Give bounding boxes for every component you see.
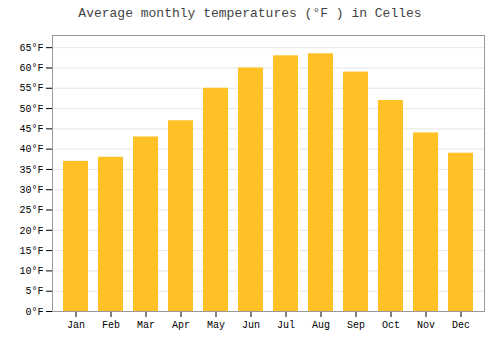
svg-text:Jul: Jul — [277, 320, 295, 331]
svg-text:30°F: 30°F — [19, 185, 43, 196]
svg-text:35°F: 35°F — [19, 165, 43, 176]
svg-text:Jun: Jun — [242, 320, 260, 331]
svg-text:45°F: 45°F — [19, 124, 43, 135]
svg-text:25°F: 25°F — [19, 205, 43, 216]
svg-text:Sep: Sep — [347, 320, 365, 331]
svg-text:5°F: 5°F — [25, 286, 43, 297]
svg-text:55°F: 55°F — [19, 83, 43, 94]
svg-text:Mar: Mar — [137, 320, 155, 331]
svg-text:Apr: Apr — [172, 320, 190, 331]
svg-text:15°F: 15°F — [19, 246, 43, 257]
svg-text:Jan: Jan — [67, 320, 85, 331]
svg-text:40°F: 40°F — [19, 144, 43, 155]
svg-text:65°F: 65°F — [19, 43, 43, 54]
svg-text:Dec: Dec — [452, 320, 470, 331]
svg-text:May: May — [207, 320, 225, 331]
svg-text:Nov: Nov — [417, 320, 435, 331]
svg-text:60°F: 60°F — [19, 63, 43, 74]
svg-text:Aug: Aug — [312, 320, 330, 331]
svg-text:Oct: Oct — [382, 320, 400, 331]
svg-text:50°F: 50°F — [19, 104, 43, 115]
svg-text:10°F: 10°F — [19, 266, 43, 277]
html-text:Average monthly temperatures (: Average monthly temperatures (°F ) in Ce… — [78, 6, 422, 21]
svg-text:20°F: 20°F — [19, 226, 43, 237]
svg-text:Feb: Feb — [102, 320, 120, 331]
svg-text:0°F: 0°F — [25, 307, 43, 318]
